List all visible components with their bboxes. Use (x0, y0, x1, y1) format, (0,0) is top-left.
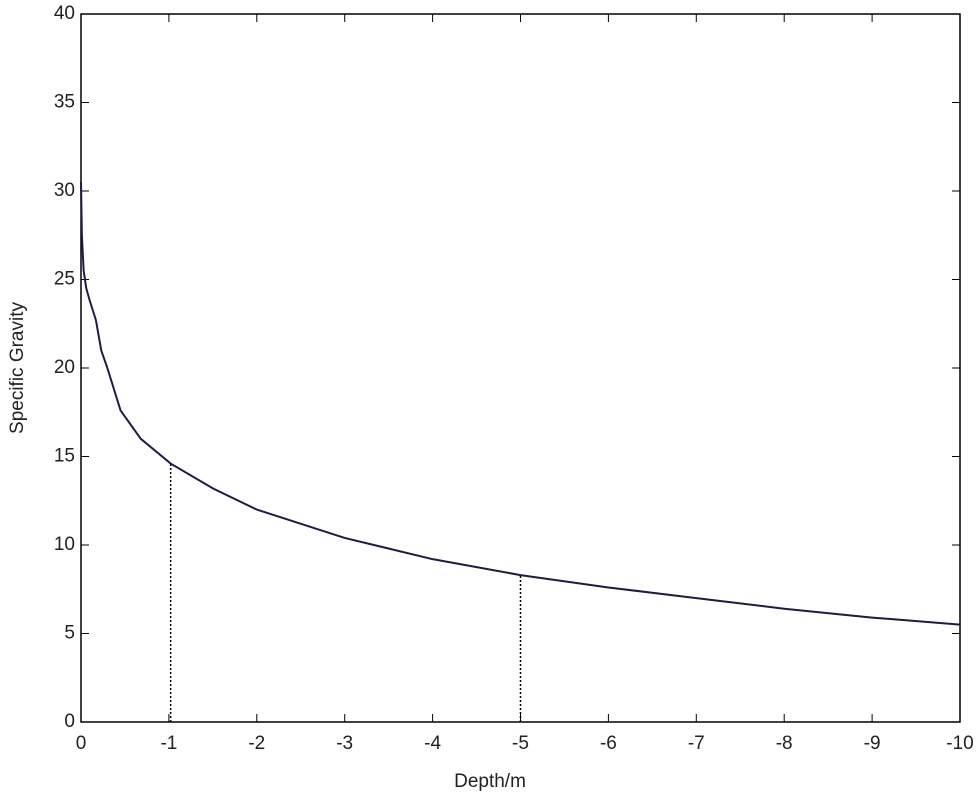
x-tick-label: 0 (76, 733, 87, 754)
y-tick-label: 25 (54, 269, 75, 290)
y-axis-label: Specific Gravity (7, 302, 28, 434)
y-tick-label: 5 (64, 623, 75, 644)
y-tick-label: 10 (54, 534, 75, 555)
data-line (80, 182, 961, 626)
x-tick-label: -8 (776, 733, 793, 754)
x-axis-label: Depth/m (454, 771, 526, 792)
x-tick-label: -10 (946, 733, 973, 754)
y-tick-label: 20 (54, 357, 75, 378)
x-tick-label: -6 (600, 733, 617, 754)
y-tick-label: 35 (54, 92, 75, 113)
y-tick-label: 15 (54, 446, 75, 467)
x-tick-label: -3 (336, 733, 353, 754)
x-tick-label: -9 (864, 733, 881, 754)
x-tick-label: -4 (424, 733, 441, 754)
x-tick-label: -2 (248, 733, 265, 754)
x-tick-label: -7 (688, 733, 705, 754)
x-tick-label: -5 (512, 733, 529, 754)
x-tick-label: -1 (160, 733, 177, 754)
y-tick-label: 0 (64, 711, 75, 732)
y-tick-label: 30 (54, 180, 75, 201)
y-tick-label: 40 (54, 3, 75, 24)
plot-frame (80, 13, 961, 723)
